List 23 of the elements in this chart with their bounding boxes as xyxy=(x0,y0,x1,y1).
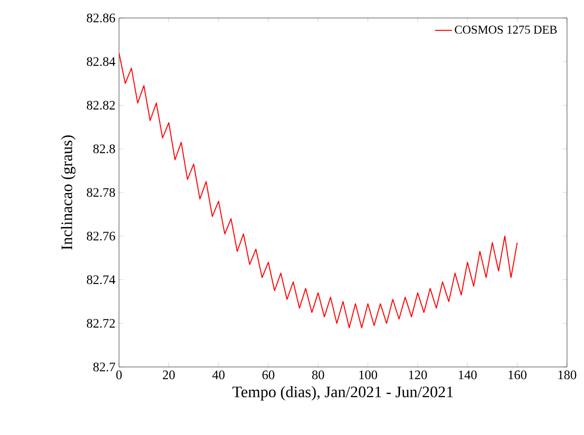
y-tick-label: 82.74 xyxy=(86,275,116,284)
y-tick-label: 82.78 xyxy=(86,188,115,197)
x-tick-label: 100 xyxy=(359,370,378,380)
y-tick-label: 82.7 xyxy=(93,362,116,372)
line-series xyxy=(119,52,518,328)
y-tick-label: 82.72 xyxy=(86,318,115,328)
x-tick-label: 0 xyxy=(116,370,122,380)
x-tick-label: 160 xyxy=(508,370,526,380)
x-tick-label: 140 xyxy=(458,370,477,380)
y-tick-label: 82.84 xyxy=(86,57,116,66)
legend-label: COSMOS 1275 DEB xyxy=(454,26,557,34)
x-tick-label: 40 xyxy=(212,370,225,380)
y-tick-label: 82.86 xyxy=(86,14,116,22)
x-tick-label: 20 xyxy=(162,370,175,380)
x-tick-label: 60 xyxy=(262,370,274,380)
y-tick-label: 82.8 xyxy=(93,144,115,154)
y-tick-label: 82.76 xyxy=(86,232,116,241)
x-axis-title: Tempo (dias), Jan/2021 - Jun/2021 xyxy=(232,386,453,401)
y-tick-label: 82.82 xyxy=(86,100,115,110)
x-tick-label: 80 xyxy=(312,370,324,380)
x-tick-label: 120 xyxy=(409,370,427,380)
y-axis-title: Inclinacao (graus) xyxy=(61,135,76,250)
x-tick-label: 180 xyxy=(558,370,576,380)
